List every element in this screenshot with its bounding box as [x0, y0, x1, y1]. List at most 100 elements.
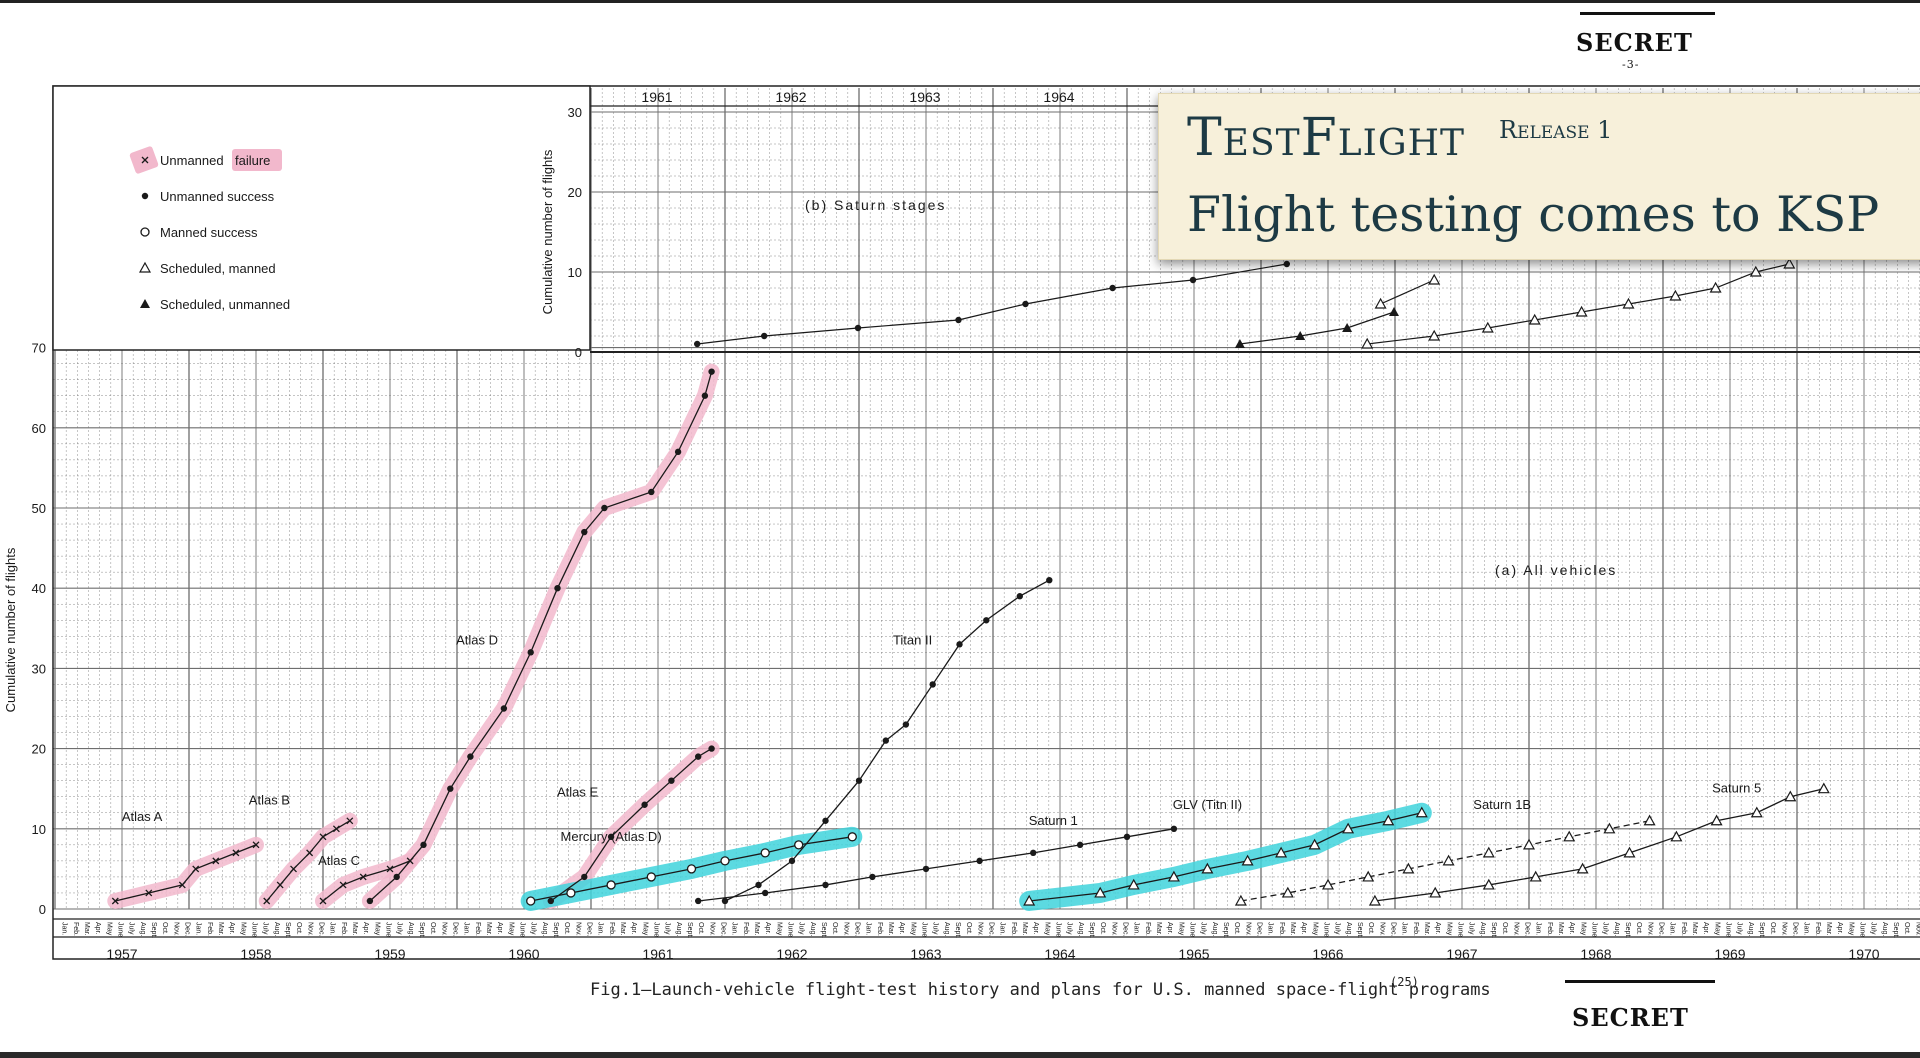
data-point — [956, 641, 963, 648]
month-label: Dec. — [1389, 922, 1396, 936]
legend-highlight — [232, 149, 282, 171]
open-triangle-marker — [1481, 321, 1494, 333]
month-label: Sept. — [284, 922, 291, 938]
series-mercury-atlas-d- — [526, 832, 857, 906]
dot-marker — [1189, 276, 1197, 284]
data-point — [788, 857, 796, 865]
dot-marker — [708, 745, 715, 752]
month-label: June — [1724, 922, 1731, 937]
open-triangle-marker — [1382, 814, 1395, 826]
month-label: Nov. — [1646, 922, 1653, 936]
month-label: Jan. — [463, 922, 470, 935]
open-triangle-marker — [1643, 814, 1656, 826]
data-point — [847, 832, 857, 842]
month-label: Oct. — [161, 922, 168, 935]
data-point — [760, 848, 770, 858]
month-label: Dec. — [853, 922, 860, 936]
month-label: Jan. — [731, 922, 738, 935]
dot-marker — [581, 528, 588, 536]
dot-marker — [527, 649, 534, 656]
data-point — [1749, 265, 1762, 277]
data-point — [601, 504, 608, 512]
month-label: Jan. — [1535, 922, 1542, 935]
year-label: 1964 — [1044, 946, 1075, 962]
dot-marker — [1030, 849, 1037, 857]
month-label: Dec. — [317, 922, 324, 936]
data-point — [1389, 307, 1399, 316]
month-label: Nov. — [1378, 922, 1385, 936]
bottom-secret-stamp: SECRET — [1572, 1003, 1689, 1032]
top-redaction-strike — [1580, 12, 1715, 15]
month-label: July — [798, 922, 805, 935]
data-point — [695, 897, 702, 905]
data-point — [1784, 790, 1797, 802]
data-point — [1783, 257, 1796, 269]
month-label: Mar. — [1691, 922, 1698, 936]
data-point — [701, 392, 709, 399]
month-label: Feb. — [474, 922, 481, 936]
month-label: June — [920, 922, 927, 937]
month-label: Feb. — [876, 922, 883, 936]
month-label: June — [116, 922, 123, 937]
month-label: Mar. — [83, 922, 90, 936]
year-label: 1964 — [1043, 89, 1074, 105]
month-label: Oct. — [1501, 922, 1508, 935]
y-tick-label: 30 — [568, 105, 582, 120]
year-label: 1958 — [240, 946, 271, 962]
data-point — [720, 856, 730, 866]
month-label: July — [932, 922, 939, 935]
dot-marker — [674, 448, 682, 456]
series-atlas-d — [366, 368, 715, 905]
data-point — [869, 873, 876, 881]
year-label: 1966 — [1312, 946, 1343, 962]
data-point — [668, 777, 675, 784]
month-label: June — [250, 922, 257, 937]
month-label: July — [128, 922, 135, 935]
month-label: Nov. — [976, 922, 983, 936]
month-label: Oct. — [1367, 922, 1374, 935]
testflight-banner: TestFlight Release 1 Flight testing come… — [1158, 93, 1920, 260]
dot-marker — [641, 801, 648, 808]
data-point — [822, 817, 829, 824]
data-point — [822, 881, 829, 889]
month-label: Sept. — [418, 922, 425, 938]
month-label: June — [384, 922, 391, 937]
open-circle-marker — [686, 864, 697, 874]
data-point — [1342, 822, 1355, 834]
month-label: Jan. — [597, 922, 604, 935]
dot-marker — [869, 873, 876, 881]
year-label: 1960 — [508, 946, 539, 962]
y-tick-label: 70 — [32, 341, 46, 356]
data-point — [1481, 321, 1494, 333]
data-point — [1167, 870, 1180, 882]
dot-marker — [701, 392, 709, 399]
dot-marker — [1170, 825, 1178, 832]
month-label: Jan. — [865, 922, 872, 935]
data-point — [1428, 273, 1441, 285]
month-label: June — [1858, 922, 1865, 937]
series-line — [724, 579, 1050, 902]
month-label: Apr. — [94, 922, 101, 935]
month-label: Nov. — [1110, 922, 1117, 936]
series-line — [697, 263, 1287, 345]
dot-marker — [1022, 300, 1029, 308]
month-label: Mar. — [1155, 922, 1162, 936]
month-label: Nov. — [574, 922, 581, 936]
data-point — [641, 801, 648, 808]
month-label: May — [1311, 922, 1318, 936]
month-label: Sept. — [1356, 922, 1363, 938]
data-point — [762, 889, 769, 897]
month-label: June — [1590, 922, 1597, 937]
data-point — [178, 881, 186, 889]
data-point — [1415, 806, 1428, 818]
series-saturn-1b — [1234, 814, 1656, 906]
month-label: Dec. — [719, 922, 726, 936]
month-label: Mar. — [619, 922, 626, 936]
data-point — [1522, 838, 1536, 850]
month-label: June — [518, 922, 525, 937]
month-label: Aug. — [273, 922, 280, 936]
x-marker — [192, 865, 200, 873]
month-label: Dec. — [585, 922, 592, 936]
data-point — [1361, 337, 1374, 349]
month-label: May — [105, 922, 112, 936]
